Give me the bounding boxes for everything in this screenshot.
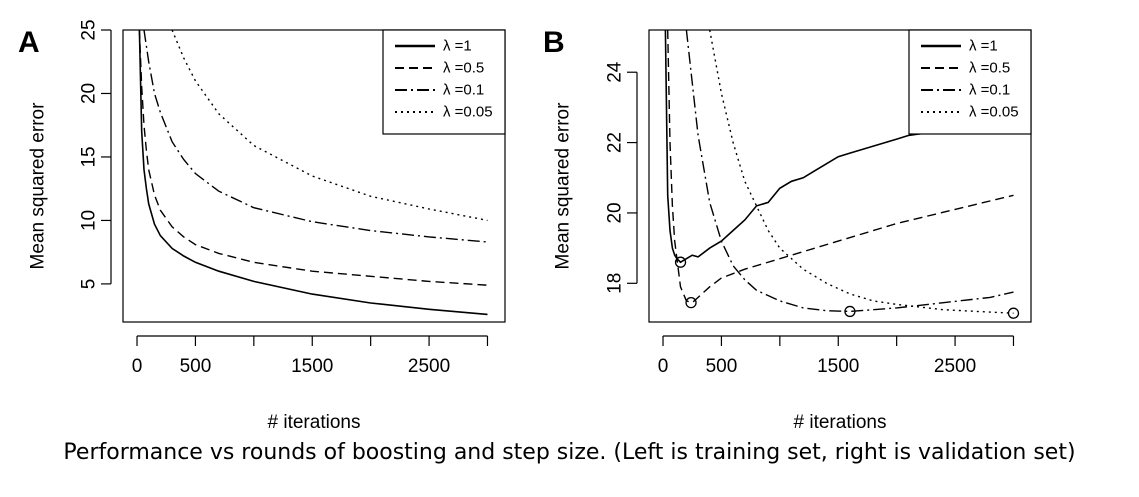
legend-label-0-05: λ =0.05 — [969, 104, 1019, 121]
series-group — [138, 30, 488, 316]
y-tick-label-18: 18 — [605, 273, 626, 294]
series-line-0-1 — [685, 30, 1014, 313]
y-tick-label-5: 5 — [79, 279, 100, 290]
y-tick-label-22: 22 — [605, 132, 626, 153]
y-tick-label-10: 10 — [79, 210, 100, 231]
y-tick-label-25: 25 — [79, 19, 100, 40]
y-axis-title: Mean squared error — [28, 102, 49, 270]
panel-b-validation: B 0 500 1500 2500 18 20 22 24 # iterations Mean sq… — [543, 26, 1032, 433]
series-line-0-1 — [143, 30, 488, 243]
minimum-marker-0-1 — [844, 305, 856, 318]
x-tick-label-0: 0 — [658, 356, 669, 377]
x-tick-label-500: 500 — [180, 356, 212, 377]
series-line-1 — [138, 30, 488, 316]
minimum-marker-0-05 — [1007, 307, 1020, 319]
x-tick-label-2500: 2500 — [408, 356, 450, 377]
series-line-1 — [664, 30, 944, 264]
legend-label-0-5: λ =0.5 — [443, 60, 484, 77]
figure-caption: Performance vs rounds of boosting and st… — [63, 440, 1076, 465]
panel-a-training: A 0 500 1500 2500 5 10 15 20 25 # iterations Mean s… — [18, 19, 506, 433]
legend-label-0-5: λ =0.5 — [969, 60, 1010, 77]
legend-box — [908, 29, 1032, 135]
x-tick-label-500: 500 — [706, 356, 738, 377]
legend-label-0-1: λ =0.1 — [443, 82, 484, 99]
panel-label: A — [18, 26, 40, 59]
y-tick-label-15: 15 — [79, 146, 100, 167]
legend-label-0-1: λ =0.1 — [969, 82, 1010, 99]
legend: λ =1 λ =0.5 λ =0.1 λ =0.05 — [382, 29, 506, 135]
x-tick-label-1500: 1500 — [817, 356, 859, 377]
x-tick-label-0: 0 — [132, 356, 143, 377]
x-tick-label-2500: 2500 — [934, 356, 976, 377]
minimum-marker-0-5 — [685, 297, 697, 309]
legend-label-0-05: λ =0.05 — [443, 104, 493, 121]
x-axis-title: # iterations — [268, 412, 361, 433]
series-line-0-5 — [138, 30, 488, 286]
y-tick-label-20: 20 — [605, 202, 626, 223]
legend-label-1: λ =1 — [443, 38, 472, 55]
x-axis-title: # iterations — [794, 412, 887, 433]
series-line-0-5 — [667, 30, 1014, 304]
y-axis-title: Mean squared error — [553, 102, 574, 270]
y-tick-label-24: 24 — [605, 61, 626, 83]
y-tick-label-20: 20 — [79, 83, 100, 104]
x-tick-label-1500: 1500 — [291, 356, 333, 377]
legend: λ =1 λ =0.5 λ =0.1 λ =0.05 — [908, 29, 1032, 135]
plot-frame — [648, 29, 1032, 323]
legend-label-1: λ =1 — [969, 38, 998, 55]
legend-box — [382, 29, 506, 135]
panel-label: B — [543, 26, 565, 59]
minimum-marker-1 — [674, 256, 687, 268]
plot-frame — [122, 29, 506, 323]
